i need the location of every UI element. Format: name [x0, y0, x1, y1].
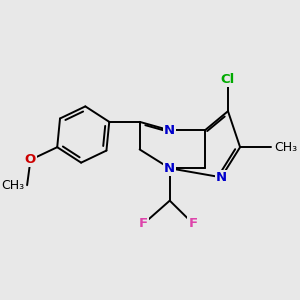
Text: N: N	[216, 171, 227, 184]
Text: CH₃: CH₃	[274, 141, 297, 154]
Text: CH₃: CH₃	[1, 179, 24, 192]
Text: N: N	[164, 162, 175, 175]
Text: O: O	[25, 153, 36, 166]
Text: Cl: Cl	[221, 73, 235, 86]
Text: N: N	[164, 124, 175, 137]
Text: F: F	[188, 217, 198, 230]
Text: F: F	[139, 217, 148, 230]
